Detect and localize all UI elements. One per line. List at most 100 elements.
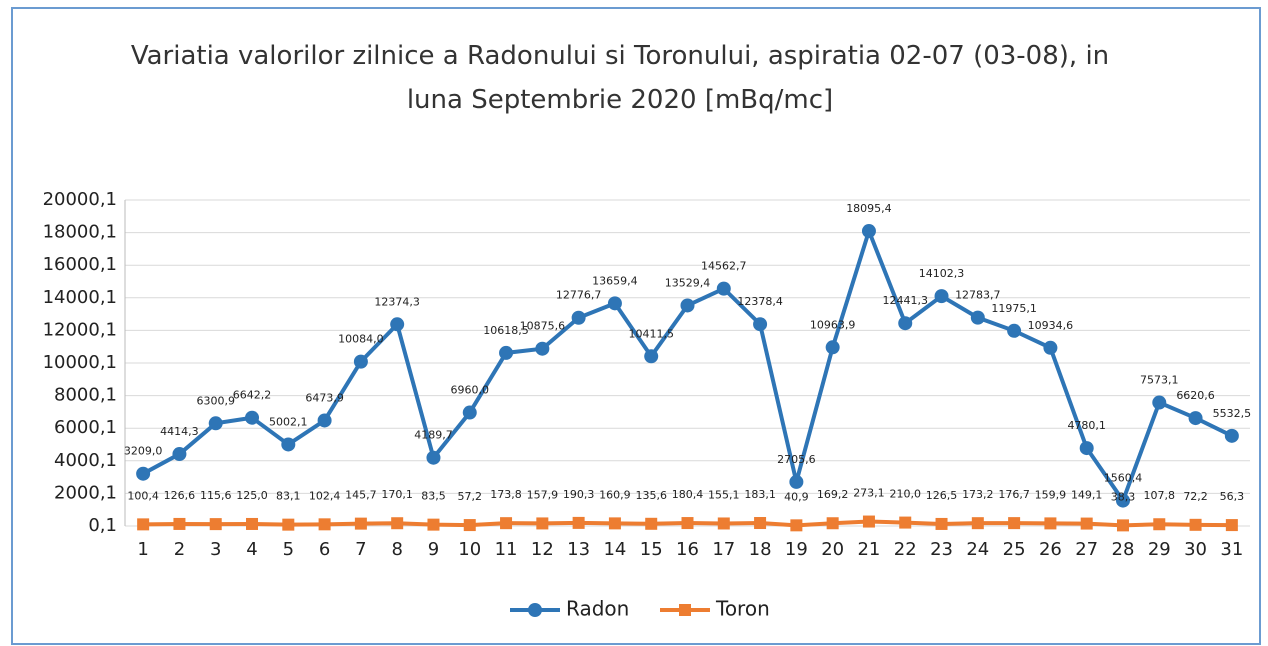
marker (645, 517, 658, 530)
y-tick-label: 14000,1 (43, 287, 117, 308)
data-label: 12783,7 (955, 289, 1001, 302)
x-tick-label: 14 (603, 539, 626, 560)
x-tick-label: 12 (531, 539, 554, 560)
x-tick-label: 8 (391, 539, 402, 560)
data-label: 5532,5 (1213, 407, 1252, 420)
marker (462, 405, 477, 420)
data-label: 6620,6 (1176, 389, 1215, 402)
x-tick-label: 29 (1148, 539, 1171, 560)
x-tick-label: 6 (319, 539, 330, 560)
data-label: 38,3 (1111, 490, 1136, 503)
data-label: 145,7 (345, 489, 377, 502)
data-label: 2705,6 (777, 453, 816, 466)
data-label: 169,2 (817, 488, 849, 501)
marker (245, 410, 260, 425)
marker (608, 517, 621, 530)
x-tick-label: 1 (137, 539, 148, 560)
data-label: 180,4 (672, 488, 704, 501)
x-tick-label: 31 (1220, 539, 1243, 560)
marker (208, 416, 223, 431)
marker (1152, 395, 1167, 410)
x-tick-label: 18 (749, 539, 772, 560)
marker (354, 517, 367, 530)
data-label: 83,1 (276, 490, 301, 503)
marker (427, 518, 440, 531)
marker (572, 516, 585, 529)
data-label: 10084,0 (338, 333, 384, 346)
y-tick-label: 0,1 (88, 515, 117, 536)
data-label: 4189,7 (414, 429, 453, 442)
x-tick-label: 23 (930, 539, 953, 560)
marker (1079, 441, 1094, 456)
y-tick-label: 12000,1 (43, 319, 117, 340)
x-tick-label: 19 (785, 539, 808, 560)
chart-title: Variatia valorilor zilnice a Radonului s… (130, 41, 1110, 115)
data-label: 13659,4 (592, 274, 638, 287)
marker (391, 517, 404, 530)
marker (1043, 340, 1058, 355)
data-label: 10411,5 (628, 327, 674, 340)
data-label: 100,4 (127, 489, 159, 502)
marker (862, 515, 875, 528)
marker (826, 517, 839, 530)
data-label: 6642,2 (233, 389, 272, 402)
data-label: 6473,9 (305, 391, 344, 404)
data-label: 12776,7 (556, 289, 602, 302)
data-label: 12441,3 (882, 294, 928, 307)
marker (789, 474, 804, 489)
data-label: 102,4 (309, 489, 341, 502)
marker (644, 349, 659, 364)
marker (1115, 493, 1130, 508)
y-tick-label: 18000,1 (43, 222, 117, 243)
x-tick-label: 27 (1075, 539, 1098, 560)
data-label: 170,1 (381, 488, 413, 501)
x-tick-label: 9 (428, 539, 439, 560)
data-label: 176,7 (998, 488, 1030, 501)
marker (1007, 323, 1022, 338)
marker (1188, 411, 1203, 426)
legend-label: Radon (566, 597, 629, 621)
marker (861, 224, 876, 239)
x-tick-label: 4 (246, 539, 257, 560)
marker (281, 437, 296, 452)
marker (536, 517, 549, 530)
marker (717, 517, 730, 530)
x-tick-label: 22 (894, 539, 917, 560)
data-label: 210,0 (889, 488, 921, 501)
data-label: 126,6 (164, 489, 196, 502)
series-line (142, 225, 1233, 505)
data-label: 6300,9 (196, 394, 235, 407)
data-label: 126,5 (926, 489, 958, 502)
x-tick-label: 25 (1003, 539, 1026, 560)
marker (535, 341, 550, 356)
data-label: 10618,5 (483, 324, 529, 337)
marker (500, 517, 513, 530)
data-label: 57,2 (458, 490, 483, 503)
x-tick-label: 17 (712, 539, 735, 560)
data-label: 10875,6 (520, 320, 566, 333)
marker (209, 518, 222, 531)
legend-marker (679, 604, 691, 616)
x-tick-label: 21 (857, 539, 880, 560)
marker (1225, 519, 1238, 532)
data-label: 115,6 (200, 489, 232, 502)
marker (426, 450, 441, 465)
data-label: 3209,0 (124, 445, 163, 458)
data-label: 125,0 (236, 489, 268, 502)
x-tick-label: 16 (676, 539, 699, 560)
marker (136, 466, 151, 481)
y-tick-label: 16000,1 (43, 254, 117, 275)
marker (571, 310, 586, 325)
marker (1153, 518, 1166, 531)
data-label: 12378,4 (737, 295, 783, 308)
y-tick-label: 8000,1 (54, 385, 117, 406)
marker (607, 296, 622, 311)
marker (971, 517, 984, 530)
marker (1044, 517, 1057, 530)
data-label: 12374,3 (374, 295, 420, 308)
marker (1080, 517, 1093, 530)
marker (137, 518, 150, 531)
data-label: 1560,4 (1104, 472, 1143, 485)
data-label: 160,9 (599, 488, 631, 501)
